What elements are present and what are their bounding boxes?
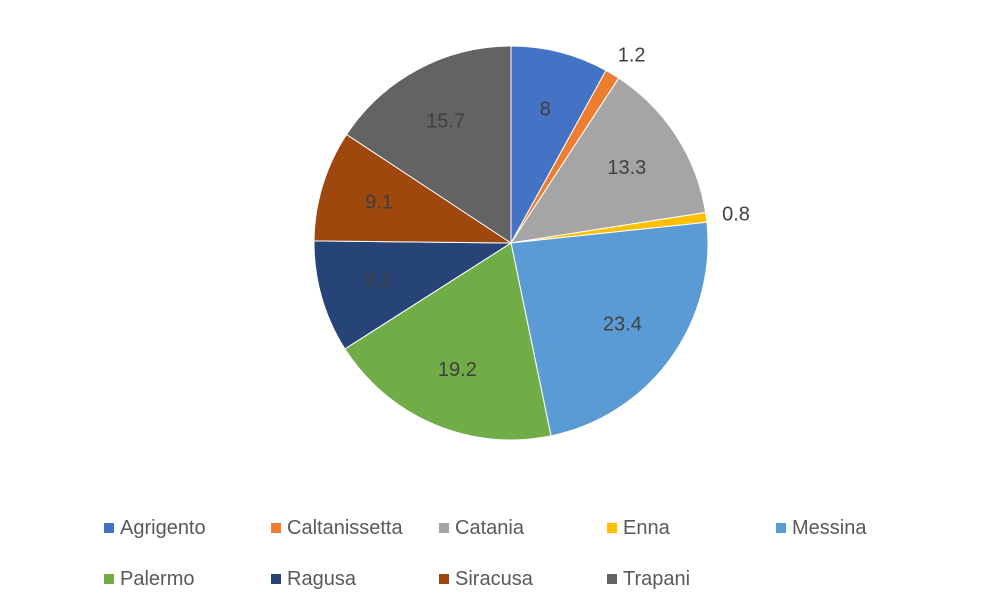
legend-item-siracusa: Siracusa xyxy=(439,568,534,590)
legend-label-caltanissetta: Caltanissetta xyxy=(287,517,403,539)
pie-data-labels: 8 1.2 13.3 0.8 23.4 19.2 9.2 9.1 15.7 xyxy=(364,44,749,381)
legend-item-ragusa: Ragusa xyxy=(271,568,357,590)
data-label-catania: 13.3 xyxy=(607,157,646,179)
legend-label-enna: Enna xyxy=(623,517,671,539)
pie-slice-palermo xyxy=(344,242,552,441)
data-label-caltanissetta: 1.2 xyxy=(618,44,646,66)
pie-slice-agrigento xyxy=(510,45,607,244)
chart-legend: Agrigento Caltanissetta Catania Enna Messina… xyxy=(104,517,867,590)
pie-slice-catania xyxy=(509,77,707,244)
legend-item-messina: Messina xyxy=(776,517,867,539)
legend-label-agrigento: Agrigento xyxy=(120,517,206,539)
legend-label-siracusa: Siracusa xyxy=(455,568,534,590)
legend-swatch-palermo xyxy=(104,574,114,584)
legend-swatch-catania xyxy=(439,523,449,533)
legend-swatch-siracusa xyxy=(439,574,449,584)
legend-swatch-enna xyxy=(607,523,617,533)
data-label-siracusa: 9.1 xyxy=(365,192,393,214)
data-label-ragusa: 9.2 xyxy=(364,270,392,292)
legend-swatch-messina xyxy=(776,523,786,533)
pie-slice-ragusa xyxy=(313,240,513,350)
data-label-enna: 0.8 xyxy=(722,204,750,226)
legend-label-messina: Messina xyxy=(792,517,867,539)
legend-label-ragusa: Ragusa xyxy=(287,568,357,590)
legend-item-catania: Catania xyxy=(439,517,525,539)
legend-swatch-ragusa xyxy=(271,574,281,584)
legend-swatch-caltanissetta xyxy=(271,523,281,533)
legend-item-enna: Enna xyxy=(607,517,671,539)
data-label-messina: 23.4 xyxy=(603,313,642,335)
data-label-palermo: 19.2 xyxy=(438,359,477,381)
pie-slice-messina xyxy=(510,221,709,437)
legend-item-caltanissetta: Caltanissetta xyxy=(271,517,403,539)
legend-label-catania: Catania xyxy=(455,517,525,539)
legend-item-agrigento: Agrigento xyxy=(104,517,206,539)
data-label-trapani: 15.7 xyxy=(426,111,465,133)
legend-label-palermo: Palermo xyxy=(120,568,194,590)
pie-slice-trapani xyxy=(345,45,512,244)
data-label-agrigento: 8 xyxy=(540,98,551,120)
legend-label-trapani: Trapani xyxy=(623,568,690,590)
legend-item-trapani: Trapani xyxy=(607,568,690,590)
pie-slices xyxy=(313,45,709,441)
legend-swatch-agrigento xyxy=(104,523,114,533)
legend-swatch-trapani xyxy=(607,574,617,584)
legend-item-palermo: Palermo xyxy=(104,568,194,590)
pie-slice-siracusa xyxy=(313,133,513,244)
